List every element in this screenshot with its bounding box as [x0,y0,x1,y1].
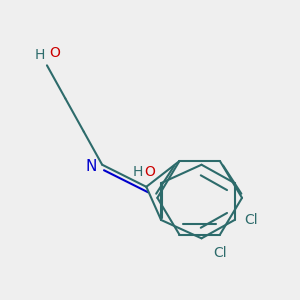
Text: H: H [35,48,45,62]
Text: H: H [132,165,142,179]
Text: O: O [49,46,60,60]
Text: O: O [145,165,155,179]
Text: Cl: Cl [213,246,227,260]
Text: N: N [85,159,97,174]
Text: Cl: Cl [244,213,257,227]
